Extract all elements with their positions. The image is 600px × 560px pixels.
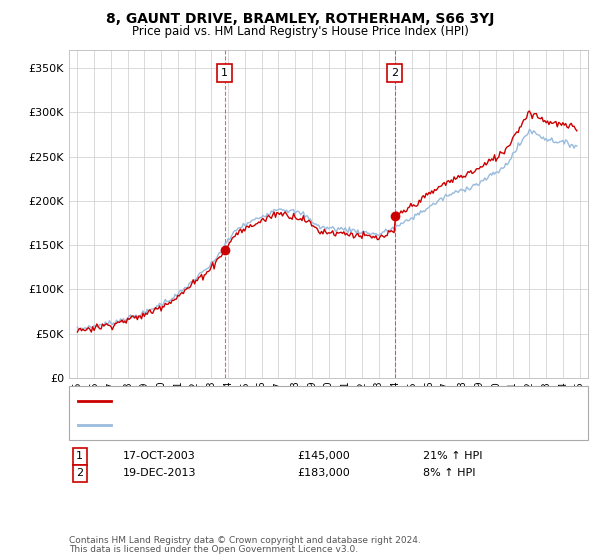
Text: Contains HM Land Registry data © Crown copyright and database right 2024.: Contains HM Land Registry data © Crown c… xyxy=(69,536,421,545)
Text: This data is licensed under the Open Government Licence v3.0.: This data is licensed under the Open Gov… xyxy=(69,545,358,554)
Text: 19-DEC-2013: 19-DEC-2013 xyxy=(123,468,197,478)
Text: 8, GAUNT DRIVE, BRAMLEY, ROTHERHAM, S66 3YJ (detached house): 8, GAUNT DRIVE, BRAMLEY, ROTHERHAM, S66 … xyxy=(117,396,471,407)
Text: 2: 2 xyxy=(391,68,398,78)
Text: 2: 2 xyxy=(76,468,83,478)
Text: 1: 1 xyxy=(76,451,83,461)
Text: 21% ↑ HPI: 21% ↑ HPI xyxy=(423,451,482,461)
Text: 8, GAUNT DRIVE, BRAMLEY, ROTHERHAM, S66 3YJ: 8, GAUNT DRIVE, BRAMLEY, ROTHERHAM, S66 … xyxy=(106,12,494,26)
Text: £183,000: £183,000 xyxy=(297,468,350,478)
Text: 1: 1 xyxy=(221,68,228,78)
Text: Price paid vs. HM Land Registry's House Price Index (HPI): Price paid vs. HM Land Registry's House … xyxy=(131,25,469,38)
Text: 17-OCT-2003: 17-OCT-2003 xyxy=(123,451,196,461)
Text: 8% ↑ HPI: 8% ↑ HPI xyxy=(423,468,476,478)
Text: £145,000: £145,000 xyxy=(297,451,350,461)
Text: HPI: Average price, detached house, Rotherham: HPI: Average price, detached house, Roth… xyxy=(117,419,367,430)
